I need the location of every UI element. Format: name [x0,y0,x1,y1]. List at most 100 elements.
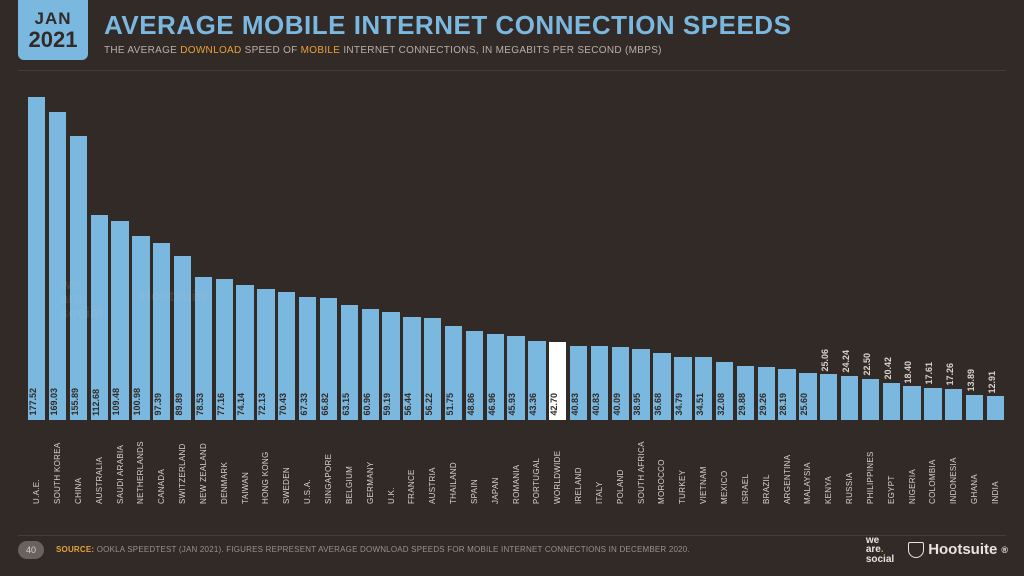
bar: 155.89 [70,136,87,420]
value-label: 67.33 [299,393,309,416]
bar-wrap: 59.19U.K. [382,92,399,504]
footer-logos: we are. social Hootsuite® [866,536,1008,565]
bar-wrap: 77.16DENMARK [216,92,233,504]
bar-wrap: 32.08 MEXICO [716,92,733,504]
value-label: 51.75 [445,393,455,416]
category-label: SAUDI ARABIA [116,426,125,504]
category-label: GERMANY [366,426,375,504]
bar-wrap: 46.96 JAPAN [487,92,504,504]
bar-wrap: 67.33U.S.A. [299,92,316,504]
bar-wrap: 112.68AUSTRALIA [91,92,108,504]
category-label: KENYA [824,426,833,504]
bar-wrap: 43.36PORTUGAL [528,92,545,504]
value-label: 56.44 [403,393,413,416]
value-label: 46.96 [487,393,497,416]
bar-column: 38.95 [632,92,649,420]
bar-column: 109.48 [111,92,128,420]
bar: 48.86 [466,331,483,420]
bar: 77.16 [216,279,233,420]
category-label: NIGERIA [908,426,917,504]
bar: 12.91 [987,396,1004,420]
bar: 40.09 [612,347,629,420]
category-label: SOUTH AFRICA [637,426,646,504]
bar: 60.96 [362,309,379,420]
subtitle: THE AVERAGE DOWNLOAD SPEED OF MOBILE INT… [104,45,1004,56]
bar-wrap: 25.60MALAYSIA [799,92,816,504]
bar-wrap: 20.42EGYPT [883,92,900,504]
category-label: HONG KONG [261,426,270,504]
value-label: 66.82 [320,393,330,416]
bar: 42.70 [549,342,566,420]
value-label: 42.70 [549,393,559,416]
bar-wrap: 25.06 KENYA [820,92,837,504]
bar: 67.33 [299,297,316,420]
badge-year: 2021 [29,29,78,51]
bar-column: 25.06 [820,92,837,420]
value-label: 97.39 [153,393,163,416]
bar: 25.60 [799,373,816,420]
bar-column: 13.89 [966,92,983,420]
bar-column: 63.15 [341,92,358,420]
category-label: ROMANIA [512,426,521,504]
value-label: 18.40 [903,361,913,384]
bar-column: 72.13 [257,92,274,420]
bar-wrap: 48.86SPAIN [466,92,483,504]
page-number: 40 [18,541,44,559]
source-line: SOURCE: OOKLA SPEEDTEST (JAN 2021). FIGU… [56,545,866,554]
bar: 43.36 [528,341,545,420]
category-label: FRANCE [407,426,416,504]
bar-column: 56.22 [424,92,441,420]
value-label: 70.43 [278,393,288,416]
category-label: AUSTRALIA [95,426,104,504]
bar: 24.24 [841,376,858,420]
bar-column: 17.26 [945,92,962,420]
bar-column: 155.89 [70,92,87,420]
bar-column: 40.83 [591,92,608,420]
bar-column: 89.89 [174,92,191,420]
category-label: TAIWAN [241,426,250,504]
category-label: INDIA [991,426,1000,504]
bar: 18.40 [903,386,920,420]
bar-wrap: 18.40 NIGERIA [903,92,920,504]
bar-wrap: 29.26BRAZIL [758,92,775,504]
category-label: RUSSIA [845,426,854,504]
bar-wrap: 177.52U.A.E. [28,92,45,504]
value-label: 34.51 [695,393,705,416]
bar-column: 24.24 [841,92,858,420]
value-label: 40.83 [570,393,580,416]
bar: 66.82 [320,298,337,420]
value-label: 13.89 [966,369,976,392]
bar-column: 34.79 [674,92,691,420]
bar: 72.13 [257,289,274,420]
value-label: 22.50 [862,353,872,376]
bar: 36.68 [653,353,670,420]
bar-column: 78.53 [195,92,212,420]
value-label: 28.19 [778,393,788,416]
page-title: AVERAGE MOBILE INTERNET CONNECTION SPEED… [104,10,1004,41]
bar-column: 34.51 [695,92,712,420]
category-label: SWITZERLAND [178,426,187,504]
bar-column: 32.08 [716,92,733,420]
category-label: BELGIUM [345,426,354,504]
bar-wrap: 56.44 FRANCE [403,92,420,504]
bar: 70.43 [278,292,295,420]
category-label: EGYPT [887,426,896,504]
value-label: 45.93 [507,393,517,416]
category-label: MEXICO [720,426,729,504]
category-label: IRELAND [574,426,583,504]
logo-hootsuite: Hootsuite® [908,541,1008,558]
value-label: 155.89 [70,388,80,416]
bar-column: 66.82 [320,92,337,420]
category-label: JAPAN [491,426,500,504]
badge-month: JAN [34,9,71,29]
bar: 28.19 [778,369,795,420]
bar: 59.19 [382,312,399,420]
bar-wrap: 56.22AUSTRIA [424,92,441,504]
bar-wrap: 34.79TURKEY [674,92,691,504]
bar-column: 40.09 [612,92,629,420]
category-label: ITALY [595,426,604,504]
divider-top [18,70,1006,71]
category-label: WORLDWIDE [553,426,562,504]
bar-wrap: 24.24 RUSSIA [841,92,858,504]
category-label: NEW ZEALAND [199,426,208,504]
